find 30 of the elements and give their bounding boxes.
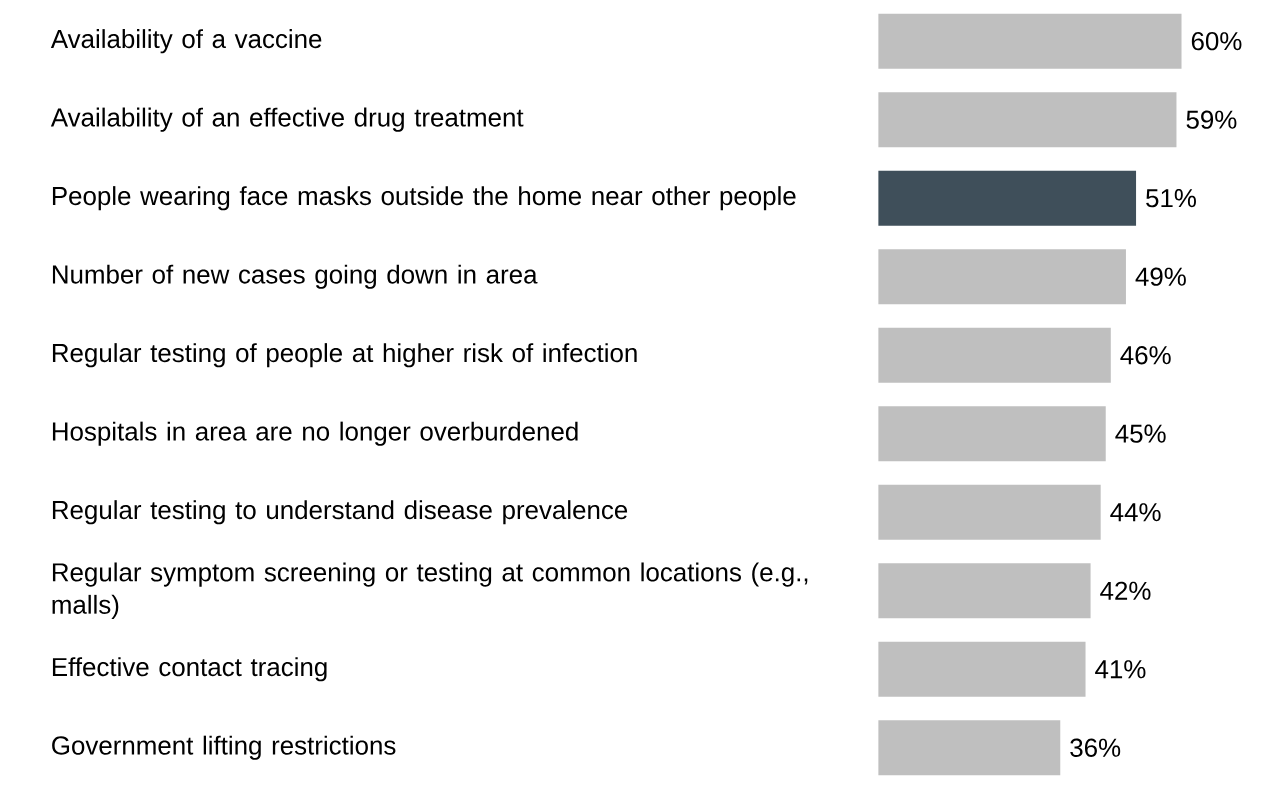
bar	[878, 484, 1101, 540]
bar	[878, 641, 1086, 697]
bar	[878, 13, 1182, 69]
y-tick-label: Availability of an effective drug treatment	[50, 107, 524, 132]
data-label: 46%	[1120, 346, 1171, 365]
data-label: 42%	[1100, 581, 1151, 600]
y-tick-label: People wearing face masks outside the home near other people	[52, 186, 796, 211]
bar	[878, 92, 1177, 148]
data-label: 60%	[1191, 32, 1242, 51]
data-label: 45%	[1115, 424, 1166, 443]
y-tick-label: Effective contact tracing	[52, 657, 327, 682]
y-tick-label: Government lifting restrictions	[52, 735, 396, 760]
bar	[878, 170, 1137, 226]
bar	[878, 563, 1091, 619]
bar	[878, 720, 1061, 776]
bar	[878, 406, 1106, 462]
data-label: 36%	[1070, 738, 1121, 757]
y-tick-label: Regular testing to understand disease prevalence	[52, 500, 628, 525]
data-label: 59%	[1186, 110, 1237, 129]
data-label: 41%	[1095, 660, 1146, 679]
data-label: 51%	[1146, 189, 1196, 208]
y-tick-label: Regular symptom screening or testing at common locations (e.g., malls)	[52, 562, 808, 620]
bar	[878, 327, 1111, 383]
data-label: 49%	[1135, 267, 1186, 286]
y-tick-label: Number of new cases going down in area	[52, 264, 538, 289]
y-tick-label: Availability of a vaccine	[50, 29, 322, 54]
data-label: 44%	[1110, 503, 1161, 522]
y-tick-label: Regular testing of people at higher risk of infection	[52, 343, 637, 368]
y-tick-label: Hospitals in area are no longer overburdened	[52, 421, 578, 446]
bar	[878, 249, 1126, 305]
